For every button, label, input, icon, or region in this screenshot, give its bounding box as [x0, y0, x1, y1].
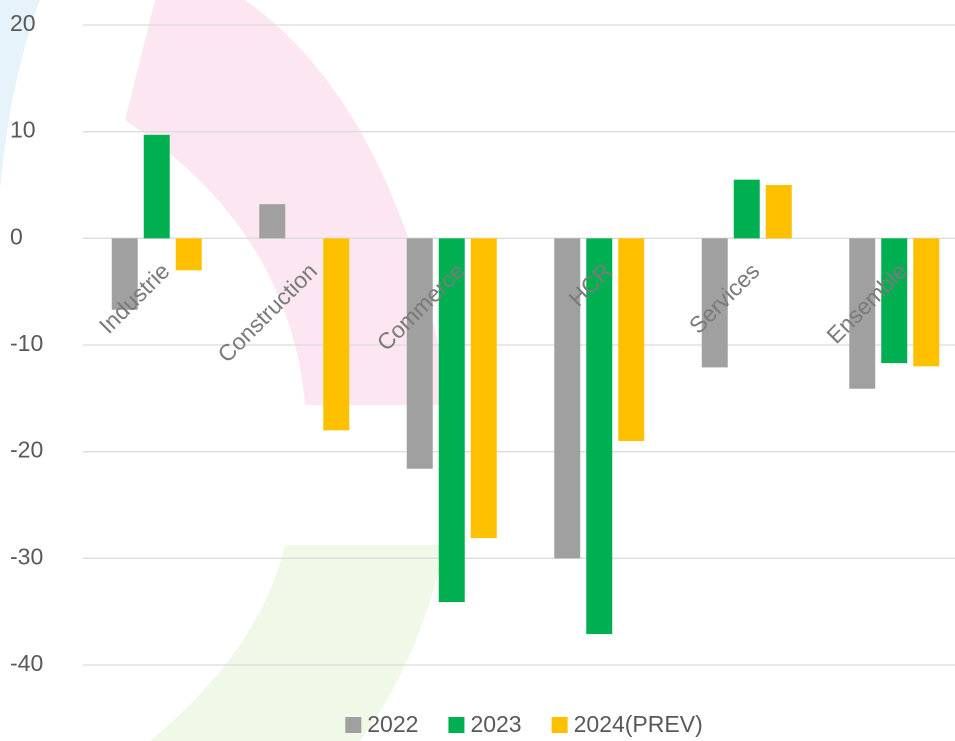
y-tick-label: 20 — [10, 10, 36, 36]
bar — [618, 238, 645, 441]
bar — [111, 238, 138, 310]
bar — [849, 238, 876, 389]
bar — [913, 238, 940, 367]
y-tick-label: 0 — [10, 223, 23, 249]
legend-label: 2023 — [470, 711, 521, 737]
bar — [701, 238, 728, 368]
y-tick-label: -30 — [10, 543, 43, 569]
bar — [470, 238, 497, 539]
bar — [881, 238, 908, 364]
bar — [143, 134, 170, 239]
y-tick-label: 10 — [10, 117, 36, 143]
legend-swatch — [448, 717, 465, 733]
legend-item: 2024(PREV) — [551, 711, 703, 737]
bar — [586, 238, 613, 635]
legend-item: 2022 — [345, 711, 418, 737]
legend-label: 2024(PREV) — [574, 711, 703, 737]
bar — [406, 238, 433, 469]
bar — [175, 238, 202, 271]
bar — [259, 204, 286, 239]
legend-item: 2023 — [448, 711, 522, 737]
y-tick-label: -10 — [10, 330, 43, 356]
bar — [438, 238, 465, 603]
y-tick-label: -20 — [10, 437, 43, 463]
legend-swatch — [345, 717, 362, 733]
legend-swatch — [551, 717, 568, 733]
bar — [765, 185, 792, 239]
bar — [733, 179, 760, 239]
y-tick-label: -40 — [10, 650, 43, 676]
background-decoration — [0, 0, 450, 741]
legend-label: 2022 — [367, 711, 418, 737]
bar — [323, 238, 350, 431]
bar — [554, 238, 581, 559]
